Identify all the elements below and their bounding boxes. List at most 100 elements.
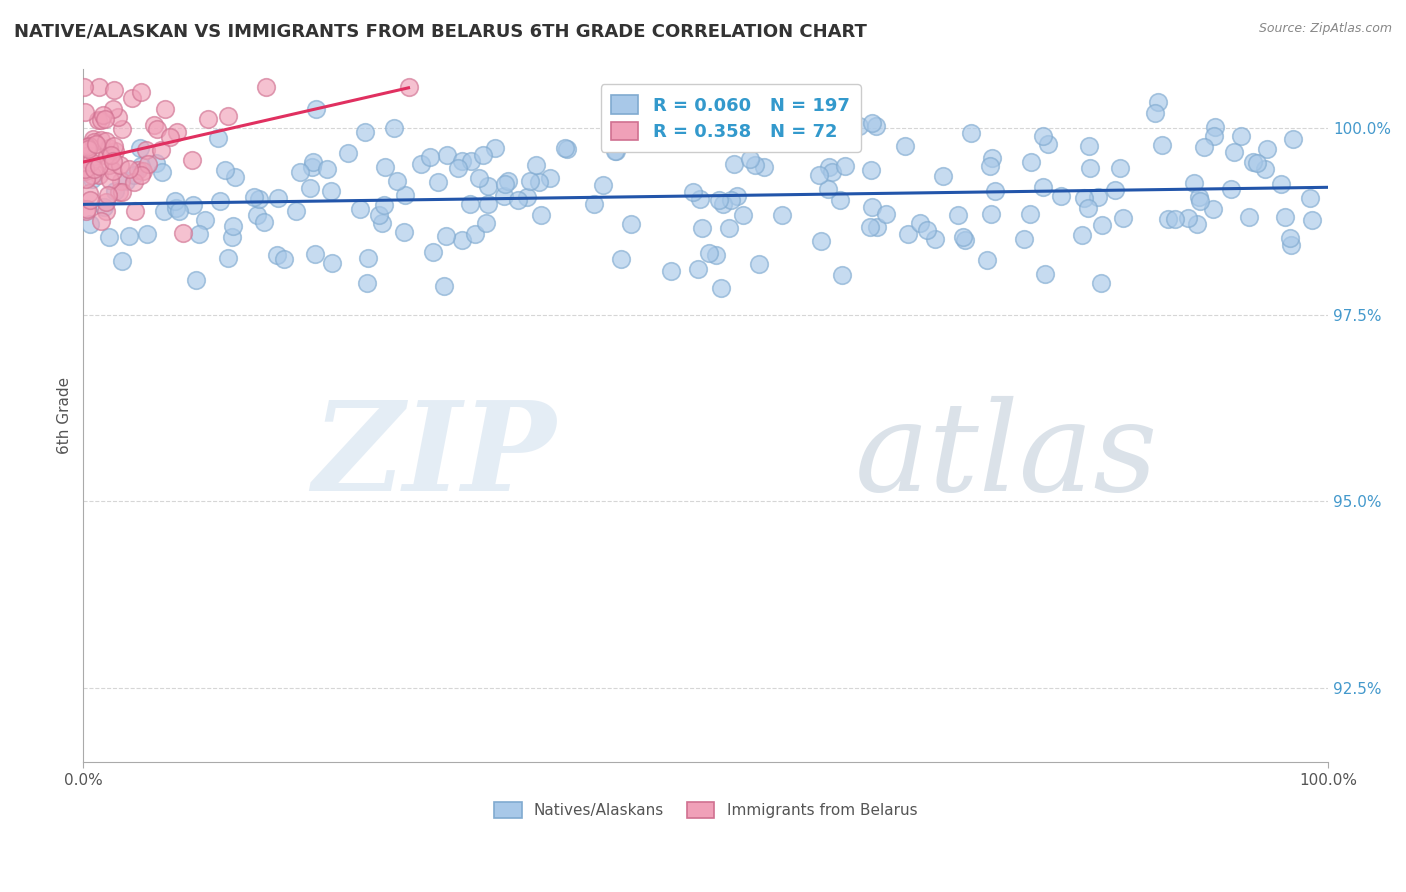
Point [209,194,232,208]
Point [111,254,134,268]
Point [1279,238,1302,252]
Point [382,121,405,136]
Point [73,161,96,176]
Point [398,80,420,95]
Point [538,171,561,186]
Point [976,252,998,267]
Point [319,184,342,198]
Point [194,213,217,227]
Point [165,194,187,208]
Point [284,204,307,219]
Point [748,257,770,271]
Point [111,185,134,199]
Point [243,190,266,204]
Point [1104,183,1126,197]
Point [924,232,946,246]
Point [131,163,153,178]
Point [894,138,917,153]
Point [720,194,742,208]
Point [1019,207,1042,221]
Point [817,182,839,196]
Point [859,219,882,234]
Point [290,165,312,179]
Point [373,198,395,212]
Point [129,85,152,99]
Point [107,185,129,199]
Point [111,122,134,136]
Point [426,175,449,189]
Point [87,159,110,173]
Point [108,158,131,172]
Point [129,160,152,174]
Point [83,135,105,149]
Point [91,108,114,122]
Point [73,105,96,120]
Point [960,126,983,140]
Point [188,227,211,241]
Point [143,118,166,132]
Point [304,247,326,261]
Point [1073,191,1095,205]
Point [492,188,515,202]
Point [1090,218,1112,232]
Text: NATIVE/ALASKAN VS IMMIGRANTS FROM BELARUS 6TH GRADE CORRELATION CHART: NATIVE/ALASKAN VS IMMIGRANTS FROM BELARU… [14,22,868,40]
Point [980,151,1002,165]
Point [394,188,416,202]
Point [90,214,112,228]
Point [810,235,832,249]
Point [76,202,98,216]
Point [304,102,326,116]
Point [122,175,145,189]
Point [80,171,103,186]
Point [1192,140,1215,154]
Point [77,186,100,200]
Point [725,189,748,203]
Point [94,194,117,209]
Point [336,146,359,161]
Point [422,244,444,259]
Point [464,227,486,241]
Point [321,256,343,270]
Point [1087,190,1109,204]
Point [101,164,124,178]
Point [253,215,276,229]
Point [471,148,494,162]
Point [860,116,883,130]
Point [370,216,392,230]
Point [96,134,118,148]
Point [1279,231,1302,245]
Point [197,112,219,127]
Point [254,80,277,95]
Point [1299,191,1322,205]
Point [135,143,157,157]
Point [153,204,176,219]
Point [1049,189,1071,203]
Point [1108,161,1130,176]
Point [1032,180,1054,194]
Point [1188,190,1211,204]
Point [603,144,626,158]
Point [221,219,243,233]
Point [451,154,474,169]
Point [184,272,207,286]
Point [73,80,96,95]
Point [731,208,754,222]
Point [477,179,499,194]
Point [1223,145,1246,159]
Point [610,252,633,267]
Point [385,174,408,188]
Point [897,227,920,242]
Point [118,162,141,177]
Point [1253,161,1275,176]
Point [96,149,118,163]
Point [1301,213,1323,227]
Point [707,193,730,207]
Point [150,143,173,157]
Point [167,203,190,218]
Point [524,158,547,172]
Point [866,220,889,235]
Point [831,268,853,282]
Point [103,153,125,168]
Point [908,216,931,230]
Point [1204,120,1226,134]
